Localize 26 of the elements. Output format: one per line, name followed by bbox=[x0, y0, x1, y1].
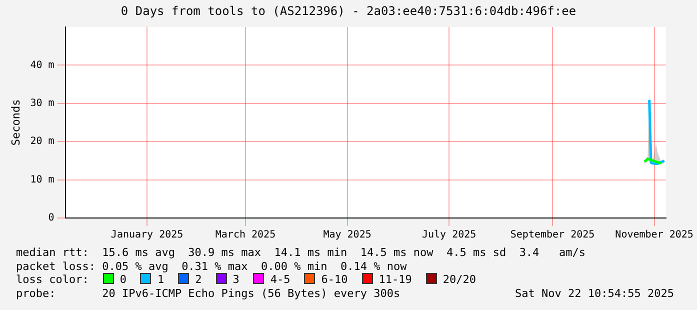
x-tick-label: May 2025 bbox=[323, 230, 372, 241]
y-tick-label: 20 m bbox=[30, 136, 54, 148]
text: median rtt: 15.6 ms avg 30.9 ms max 14.1 ms min 14.5 ms now 4.5 ms sd 3.4 am/s bbox=[16, 246, 587, 260]
x-tick-label: September 2025 bbox=[510, 230, 595, 241]
text: packet loss: 0.05 % avg 0.31 % max 0.00 % min 0.14 % now bbox=[16, 260, 408, 273]
chart-title: 0 Days from tools to (AS212396) - 2a03:ee40:7531:6:04db:496f:ee bbox=[120, 4, 578, 18]
legend-label: 3 bbox=[232, 273, 240, 286]
legend-title: loss color: bbox=[16, 273, 89, 286]
y-axis-title: Seconds bbox=[9, 99, 22, 146]
x-tick-label: November 2025 bbox=[615, 230, 694, 241]
legend-label: 11-19 bbox=[378, 273, 412, 286]
y-tick-label: 10 m bbox=[30, 174, 54, 186]
y-tick-label: 0 bbox=[48, 212, 54, 224]
text: probe: 20 IPv6-ICMP Echo Pings (56 Bytes) every 300s bbox=[16, 286, 400, 300]
legend-label: 1 bbox=[157, 273, 164, 286]
text: Sat Nov 22 10:54:55 2025 bbox=[515, 286, 674, 300]
y-tick-label: 30 m bbox=[30, 98, 54, 109]
x-tick-label: July 2025 bbox=[422, 230, 476, 241]
legend-label: 6-10 bbox=[321, 273, 348, 286]
x-tick-label: January 2025 bbox=[110, 230, 184, 241]
legend-label: 20/20 bbox=[442, 273, 476, 286]
legend-label: 4-5 bbox=[270, 273, 290, 286]
y-tick-label: 40 m bbox=[30, 60, 54, 71]
x-tick-label: March 2025 bbox=[215, 230, 276, 241]
legend-label: 0 bbox=[120, 273, 126, 286]
legend-label: 2 bbox=[195, 273, 202, 286]
